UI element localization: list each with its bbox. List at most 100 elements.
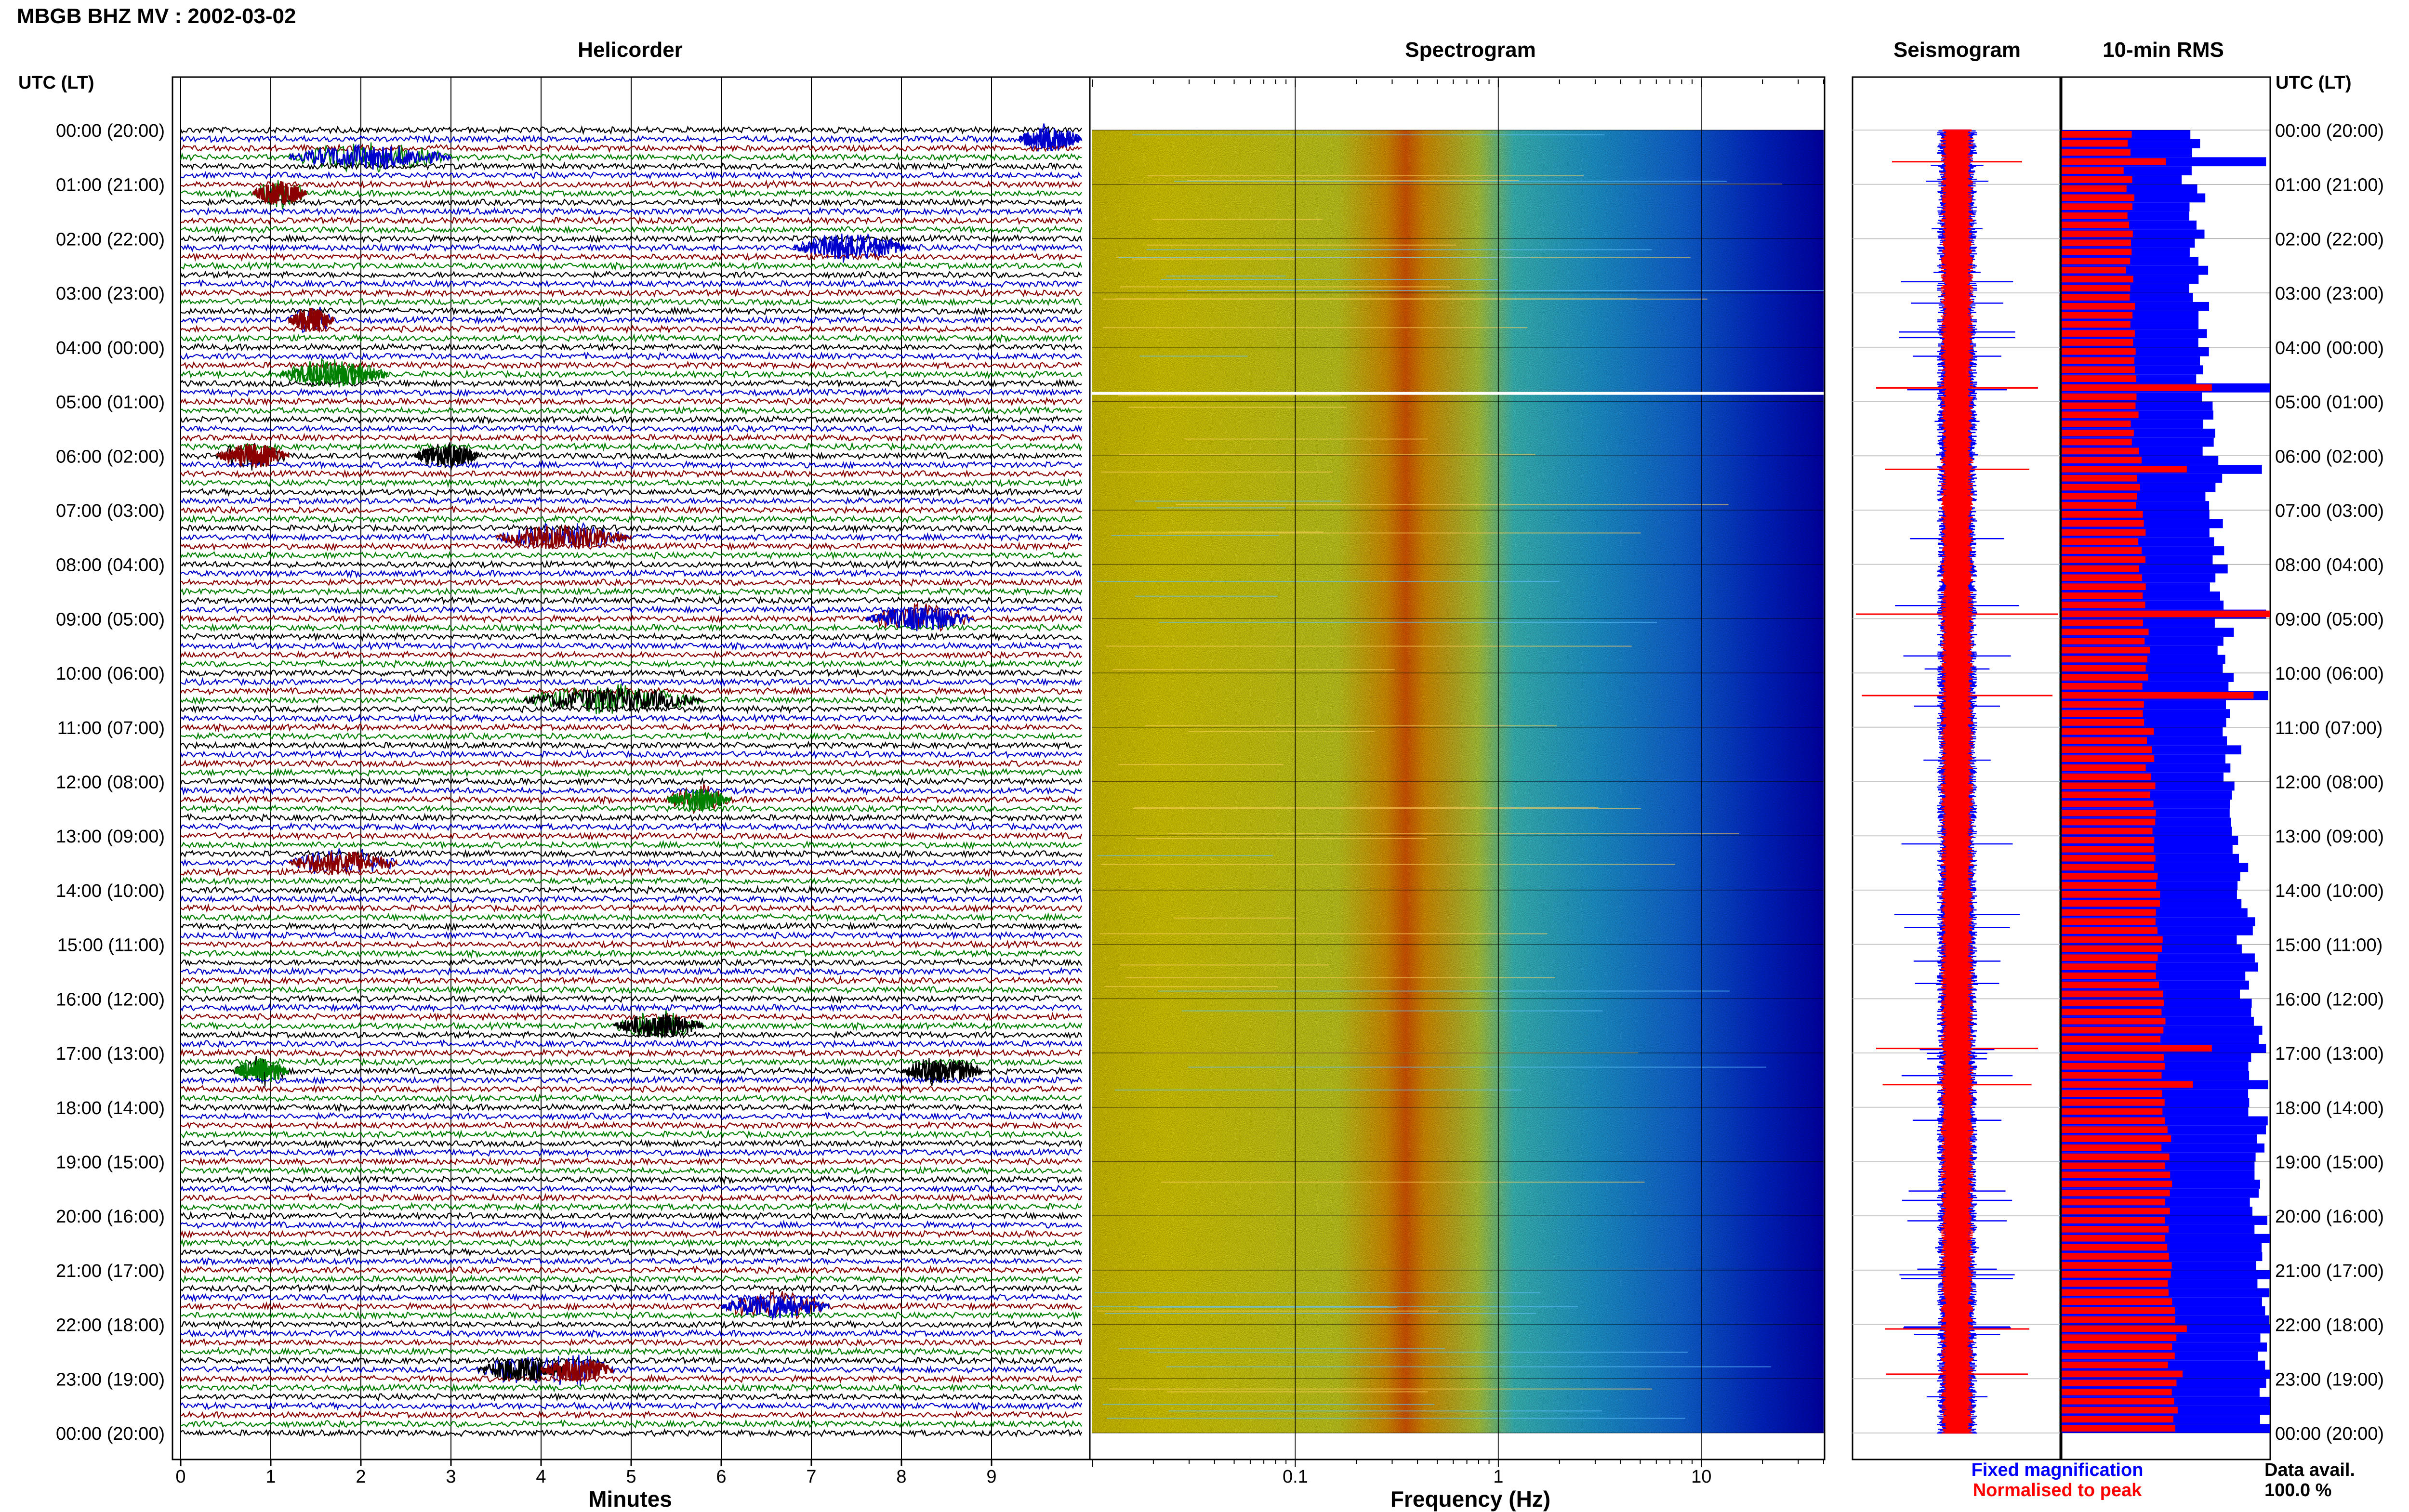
helicorder-trace	[180, 1274, 1082, 1284]
helicorder-trace	[180, 197, 1082, 207]
time-label-left: 11:00 (07:00)	[57, 718, 165, 738]
rms-bar-normalised	[2062, 1389, 2172, 1395]
helicorder-event	[540, 1358, 614, 1382]
helicorder-trace	[180, 939, 1082, 949]
helicorder-trace	[180, 912, 1082, 922]
rms-bar-normalised	[2062, 1316, 2175, 1323]
rms-bar-normalised	[2062, 610, 2270, 618]
helicorder-trace	[180, 577, 1083, 587]
legend-normalised-to-peak: Normalised to peak	[1973, 1480, 2142, 1500]
helicorder-trace	[180, 441, 1083, 452]
rms-bar-normalised	[2062, 1090, 2162, 1097]
helicorder-trace	[180, 812, 1082, 822]
time-label-left: 10:00 (06:00)	[56, 664, 165, 684]
rms-bar-normalised	[2062, 999, 2164, 1007]
helicorder-trace	[180, 1256, 1082, 1266]
time-label-right: 15:00 (11:00)	[2275, 935, 2383, 956]
rms-bar-normalised	[2062, 1325, 2187, 1332]
helicorder-trace	[180, 1328, 1082, 1339]
rms-bar-normalised	[2062, 891, 2160, 898]
time-label-left: 20:00 (16:00)	[56, 1207, 165, 1227]
rms-bar-normalised	[2062, 936, 2163, 943]
helicorder-trace	[180, 171, 1082, 181]
helicorder-trace	[180, 601, 1083, 632]
helicorder-xtick: 5	[626, 1467, 636, 1487]
time-label-right: 07:00 (03:00)	[2275, 501, 2384, 521]
helicorder-trace	[180, 903, 1082, 913]
rms-bar-normalised	[2062, 1343, 2172, 1350]
helicorder-xtick: 4	[536, 1467, 546, 1487]
helicorder-trace	[180, 232, 1083, 263]
rms-bar-normalised	[2062, 429, 2134, 436]
rms-bar-normalised	[2062, 574, 2142, 581]
helicorder-trace	[180, 1238, 1082, 1248]
helicorder-trace	[180, 1057, 1083, 1067]
rms-bar-normalised	[2062, 1244, 2168, 1251]
helicorder-trace	[180, 658, 1082, 669]
helicorder-trace	[180, 921, 1082, 932]
time-label-right: 23:00 (19:00)	[2275, 1369, 2384, 1390]
rms-bar-normalised	[2062, 1370, 2183, 1378]
rms-bar-normalised	[2062, 1045, 2212, 1052]
helicorder-trace	[180, 278, 1082, 289]
helicorder-trace	[180, 496, 1083, 505]
rms-bar-normalised	[2062, 276, 2133, 283]
rms-title: 10-min RMS	[2103, 38, 2224, 62]
time-labels: 00:00 (20:00) 00:00 (20:00) 01:00 (21:00) 0…	[56, 121, 2384, 1444]
rms-bar-normalised	[2062, 637, 2145, 644]
rms-bar-normalised	[2062, 1054, 2164, 1061]
rms-bar-normalised	[2062, 1198, 2165, 1206]
helicorder-xtick: 9	[986, 1467, 996, 1487]
rms-bar-normalised	[2062, 791, 2150, 799]
rms-bar-normalised	[2062, 493, 2137, 500]
rms-bar-normalised	[2062, 140, 2128, 147]
rms-bar-normalised	[2062, 529, 2146, 536]
helicorder-trace	[180, 1084, 1082, 1094]
rms-bar-normalised	[2062, 239, 2131, 247]
rms-bar-normalised	[2062, 1217, 2165, 1223]
rms-bar-normalised	[2062, 149, 2131, 156]
rms-bar-normalised	[2062, 665, 2146, 672]
rms-bar-normalised	[2062, 1017, 2166, 1025]
rms-bar-normalised	[2062, 339, 2133, 346]
helicorder-trace	[180, 1220, 1082, 1230]
rms-bar-normalised	[2062, 357, 2134, 364]
rms-bar-normalised	[2062, 1081, 2193, 1088]
rms-bar-normalised	[2062, 221, 2130, 228]
helicorder-trace	[180, 1293, 1082, 1302]
helicorder-trace	[180, 749, 1082, 760]
time-label-left: 16:00 (12:00)	[56, 989, 165, 1010]
rms-bar-normalised	[2062, 1352, 2175, 1359]
helicorder-trace	[180, 424, 1083, 434]
helicorder-trace	[180, 993, 1082, 1004]
spectrogram-title: Spectrogram	[1405, 38, 1535, 62]
helicorder-trace	[180, 713, 1082, 723]
helicorder-trace	[180, 551, 1082, 561]
time-label-left: 15:00 (11:00)	[57, 935, 165, 956]
helicorder-trace	[180, 1229, 1082, 1239]
helicorder-trace	[180, 587, 1083, 596]
rms-bar-normalised	[2062, 909, 2156, 916]
helicorder-trace	[180, 605, 1083, 615]
helicorder-trace	[180, 1157, 1082, 1167]
helicorder-trace	[180, 894, 1083, 904]
rms-bar-normalised	[2062, 457, 2142, 464]
spectrogram-panel: 0.1 1 10	[1089, 76, 1826, 1487]
helicorder-xlabel: Minutes	[588, 1486, 672, 1512]
rms-bar-normalised	[2062, 474, 2137, 482]
time-label-right: 22:00 (18:00)	[2275, 1315, 2384, 1336]
helicorder-trace	[180, 958, 1082, 967]
time-label-right: 00:00 (20:00)	[2275, 121, 2384, 141]
time-label-left: 01:00 (21:00)	[56, 175, 165, 196]
helicorder-panel: 0 1 2 3 4 5 6 7 8 9	[172, 76, 1091, 1487]
helicorder-event	[900, 1060, 983, 1083]
helicorder-trace	[180, 469, 1082, 479]
rms-bar-normalised	[2062, 1153, 2170, 1160]
rms-bar-normalised	[2062, 1397, 2174, 1405]
rms-bar-normalised	[2062, 855, 2156, 862]
helicorder-trace	[180, 1093, 1082, 1104]
time-label-right: 21:00 (17:00)	[2275, 1261, 2384, 1281]
rms-bar-normalised	[2062, 764, 2146, 771]
time-label-left: 09:00 (05:00)	[56, 609, 165, 630]
rms-bar-normalised	[2062, 1289, 2169, 1296]
